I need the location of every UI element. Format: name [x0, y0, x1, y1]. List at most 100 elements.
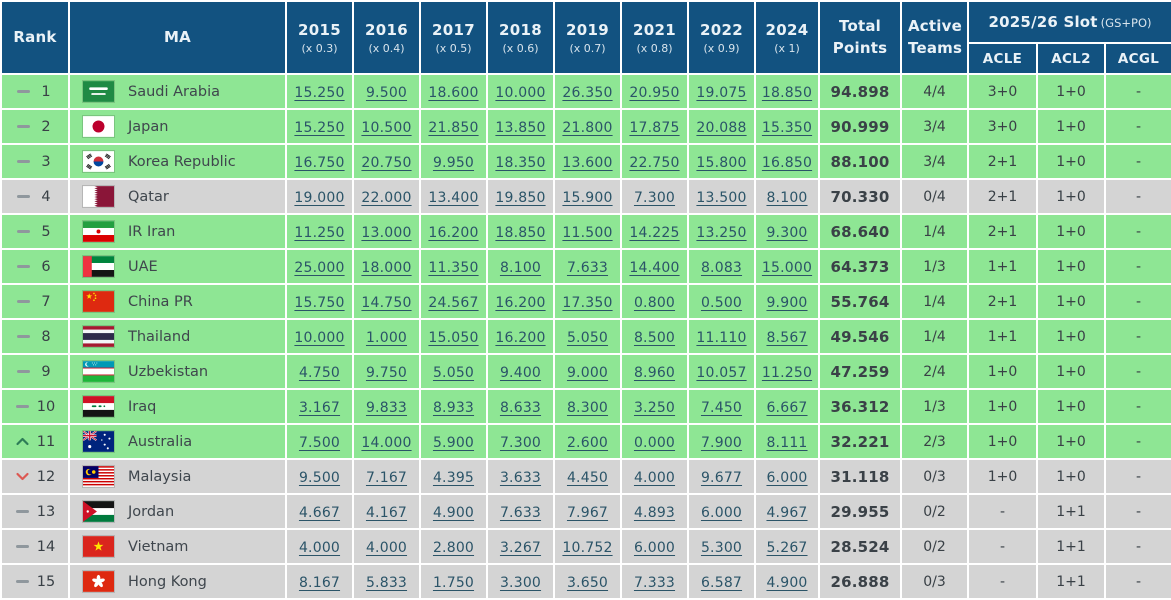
points-link[interactable]: 7.500 [298, 435, 341, 451]
points-link[interactable]: 7.300 [633, 190, 676, 206]
points-link[interactable]: 13.250 [696, 225, 747, 241]
points-link[interactable]: 5.900 [432, 435, 475, 451]
points-link[interactable]: 0.800 [633, 295, 676, 311]
points-link[interactable]: 15.250 [294, 85, 345, 101]
points-link[interactable]: 4.667 [298, 505, 341, 521]
points-link[interactable]: 3.250 [633, 400, 676, 416]
points-link[interactable]: 16.200 [495, 330, 546, 346]
points-link[interactable]: 1.000 [365, 330, 408, 346]
points-link[interactable]: 9.677 [700, 470, 743, 486]
points-link[interactable]: 8.167 [298, 575, 341, 591]
points-link[interactable]: 7.333 [633, 575, 676, 591]
points-link[interactable]: 16.200 [428, 225, 479, 241]
points-link[interactable]: 3.300 [499, 575, 542, 591]
points-link[interactable]: 14.400 [629, 260, 680, 276]
points-link[interactable]: 3.167 [298, 400, 341, 416]
points-link[interactable]: 4.450 [566, 470, 609, 486]
points-link[interactable]: 5.050 [566, 330, 609, 346]
points-link[interactable]: 3.633 [499, 470, 542, 486]
points-link[interactable]: 11.250 [294, 225, 345, 241]
points-link[interactable]: 9.750 [365, 365, 408, 381]
points-link[interactable]: 11.500 [562, 225, 613, 241]
points-link[interactable]: 15.250 [294, 120, 345, 136]
points-link[interactable]: 16.850 [761, 155, 813, 171]
points-link[interactable]: 17.875 [629, 120, 680, 136]
points-link[interactable]: 8.111 [766, 435, 808, 451]
points-link[interactable]: 16.750 [294, 155, 345, 171]
points-link[interactable]: 7.633 [566, 260, 609, 276]
points-link[interactable]: 4.900 [432, 505, 475, 521]
points-link[interactable]: 8.633 [499, 400, 542, 416]
points-link[interactable]: 26.350 [562, 85, 613, 101]
points-link[interactable]: 20.950 [629, 85, 680, 101]
points-link[interactable]: 4.000 [298, 540, 341, 556]
points-link[interactable]: 19.850 [495, 190, 546, 206]
points-link[interactable]: 4.000 [365, 540, 408, 556]
points-link[interactable]: 18.850 [495, 225, 546, 241]
points-link[interactable]: 20.088 [696, 120, 747, 136]
points-link[interactable]: 4.395 [432, 470, 475, 486]
points-link[interactable]: 8.960 [633, 365, 676, 381]
points-link[interactable]: 6.000 [766, 470, 808, 486]
points-link[interactable]: 18.000 [361, 260, 412, 276]
points-link[interactable]: 21.800 [562, 120, 613, 136]
points-link[interactable]: 9.950 [432, 155, 475, 171]
points-link[interactable]: 3.650 [566, 575, 609, 591]
points-link[interactable]: 20.750 [361, 155, 412, 171]
points-link[interactable]: 25.000 [294, 260, 345, 276]
points-link[interactable]: 9.500 [365, 85, 408, 101]
points-link[interactable]: 6.667 [766, 400, 808, 416]
points-link[interactable]: 4.000 [633, 470, 676, 486]
points-link[interactable]: 24.567 [428, 295, 479, 311]
points-link[interactable]: 7.900 [700, 435, 743, 451]
points-link[interactable]: 9.000 [566, 365, 609, 381]
points-link[interactable]: 2.600 [566, 435, 609, 451]
points-link[interactable]: 15.050 [428, 330, 479, 346]
points-link[interactable]: 5.267 [766, 540, 808, 556]
points-link[interactable]: 7.167 [365, 470, 408, 486]
points-link[interactable]: 0.500 [700, 295, 743, 311]
points-link[interactable]: 8.083 [700, 260, 743, 276]
points-link[interactable]: 9.833 [365, 400, 408, 416]
points-link[interactable]: 11.110 [696, 330, 747, 346]
points-link[interactable]: 21.850 [428, 120, 479, 136]
points-link[interactable]: 2.800 [432, 540, 475, 556]
points-link[interactable]: 8.100 [499, 260, 542, 276]
points-link[interactable]: 15.000 [761, 260, 813, 276]
points-link[interactable]: 10.752 [562, 540, 613, 556]
points-link[interactable]: 11.250 [761, 365, 813, 381]
points-link[interactable]: 8.300 [566, 400, 609, 416]
points-link[interactable]: 7.300 [499, 435, 542, 451]
points-link[interactable]: 1.750 [432, 575, 475, 591]
points-link[interactable]: 8.567 [766, 330, 808, 346]
points-link[interactable]: 4.167 [365, 505, 408, 521]
points-link[interactable]: 18.350 [495, 155, 546, 171]
points-link[interactable]: 4.893 [633, 505, 676, 521]
points-link[interactable]: 3.267 [499, 540, 542, 556]
points-link[interactable]: 7.967 [566, 505, 609, 521]
points-link[interactable]: 11.350 [428, 260, 479, 276]
points-link[interactable]: 15.350 [761, 120, 813, 136]
points-link[interactable]: 13.500 [696, 190, 747, 206]
points-link[interactable]: 5.300 [700, 540, 743, 556]
points-link[interactable]: 7.633 [499, 505, 542, 521]
points-link[interactable]: 15.900 [562, 190, 613, 206]
points-link[interactable]: 15.800 [696, 155, 747, 171]
points-link[interactable]: 15.750 [294, 295, 345, 311]
points-link[interactable]: 4.900 [766, 575, 808, 591]
points-link[interactable]: 10.000 [495, 85, 546, 101]
points-link[interactable]: 9.400 [499, 365, 542, 381]
points-link[interactable]: 8.500 [633, 330, 676, 346]
points-link[interactable]: 10.500 [361, 120, 412, 136]
points-link[interactable]: 18.600 [428, 85, 479, 101]
points-link[interactable]: 18.850 [761, 85, 813, 101]
points-link[interactable]: 9.500 [298, 470, 341, 486]
points-link[interactable]: 9.900 [766, 295, 808, 311]
points-link[interactable]: 7.450 [700, 400, 743, 416]
points-link[interactable]: 14.225 [629, 225, 680, 241]
points-link[interactable]: 14.000 [361, 435, 412, 451]
points-link[interactable]: 0.000 [633, 435, 676, 451]
points-link[interactable]: 14.750 [361, 295, 412, 311]
points-link[interactable]: 13.400 [428, 190, 479, 206]
points-link[interactable]: 17.350 [562, 295, 613, 311]
